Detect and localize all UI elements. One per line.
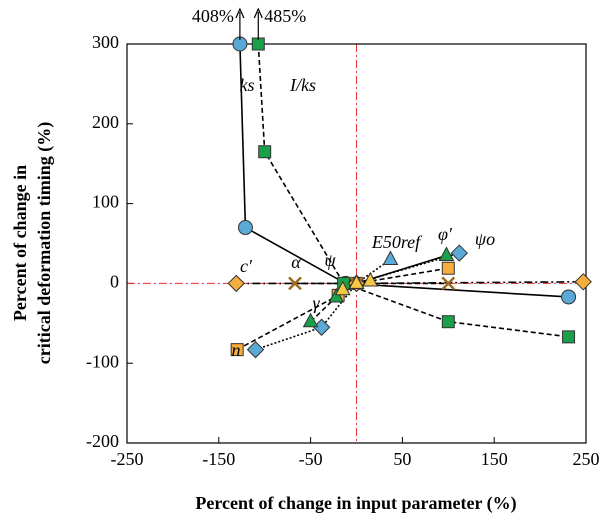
annotation: 485% bbox=[264, 6, 306, 26]
series-label: ψo bbox=[475, 229, 495, 249]
x-tick-label: -50 bbox=[299, 449, 323, 469]
marker bbox=[382, 250, 399, 265]
y-tick-label: -200 bbox=[86, 431, 119, 451]
y-tick-label: 300 bbox=[92, 32, 119, 52]
x-tick-label: 250 bbox=[573, 449, 600, 469]
marker bbox=[237, 220, 253, 236]
series-line bbox=[255, 252, 460, 351]
arrow-head bbox=[235, 7, 245, 19]
y-tick-label: 0 bbox=[110, 272, 119, 292]
marker bbox=[246, 340, 265, 359]
arrow-head bbox=[253, 7, 263, 19]
marker bbox=[441, 276, 456, 291]
series-label: γ bbox=[312, 293, 320, 313]
series-label: ks bbox=[240, 75, 255, 95]
y-tick-label: 100 bbox=[92, 192, 119, 212]
marker bbox=[450, 244, 469, 262]
y-tick-label: 200 bbox=[92, 112, 119, 132]
marker bbox=[362, 271, 379, 287]
marker bbox=[438, 246, 455, 261]
y-tick-label: -100 bbox=[86, 351, 119, 371]
marker bbox=[574, 273, 592, 291]
series-label: I/ks bbox=[289, 75, 316, 95]
series-label: n bbox=[232, 340, 241, 360]
series-label: ψ bbox=[324, 250, 336, 270]
x-tick-label: -150 bbox=[202, 449, 235, 469]
marker bbox=[302, 312, 319, 328]
series-label: α bbox=[291, 252, 301, 272]
y-axis-label: Percent of change in bbox=[10, 165, 30, 321]
marker bbox=[227, 274, 245, 293]
marker bbox=[562, 330, 576, 344]
marker bbox=[230, 343, 244, 357]
series-line bbox=[239, 43, 569, 298]
plot-frame bbox=[126, 43, 587, 444]
x-tick-label: 50 bbox=[393, 449, 411, 469]
marker bbox=[288, 276, 302, 291]
annotation: 408% bbox=[192, 6, 234, 26]
marker bbox=[348, 274, 365, 289]
x-tick-label: -250 bbox=[111, 449, 144, 469]
marker bbox=[312, 318, 331, 336]
marker bbox=[258, 145, 272, 159]
series-label: E50ref bbox=[371, 232, 423, 252]
series-line bbox=[236, 267, 449, 351]
series-label: c′ bbox=[240, 256, 253, 276]
series-label: φ′ bbox=[438, 224, 453, 244]
marker bbox=[441, 315, 455, 329]
x-tick-label: 150 bbox=[481, 449, 508, 469]
y-axis-label: critical deformation timing (%) bbox=[34, 122, 55, 364]
marker bbox=[334, 280, 351, 296]
x-axis-label: Percent of change in input parameter (%) bbox=[195, 493, 516, 514]
marker bbox=[328, 287, 345, 303]
marker bbox=[561, 289, 577, 305]
marker bbox=[441, 261, 455, 275]
series-line bbox=[356, 258, 391, 285]
